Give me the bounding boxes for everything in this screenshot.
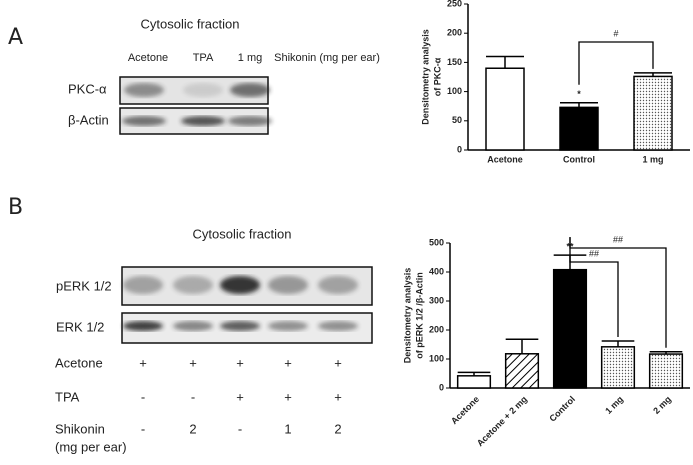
treatment-label: Shikonin: [55, 421, 105, 436]
bracket: [569, 237, 667, 348]
treatment-mark: 2: [189, 421, 196, 436]
treatment-mark: -: [141, 421, 145, 436]
blot-band: [318, 321, 358, 331]
blot-band: [122, 116, 166, 126]
y-tick-label: 0: [439, 382, 444, 392]
row-label: pERK 1/2: [56, 278, 112, 293]
bracket: [578, 41, 654, 85]
treatment-label: Acetone: [55, 355, 103, 370]
treatment-mark: +: [236, 389, 244, 404]
panel-letter: B: [8, 195, 23, 220]
bracket: [569, 237, 619, 338]
treatment-mark: +: [284, 389, 292, 404]
x-tick-label: Acetone + 2 mg: [475, 394, 529, 448]
y-axis-label: of pERK 1/2 /β-Actin: [414, 272, 424, 359]
y-tick-label: 0: [457, 144, 462, 154]
treatment-mark: +: [189, 355, 197, 370]
y-tick-label: 250: [447, 0, 462, 8]
blot-band: [123, 276, 163, 294]
blot-band: [173, 321, 213, 331]
x-tick-label: Acetone: [449, 394, 481, 426]
bar: [600, 346, 636, 389]
significance-mark: ##: [613, 234, 623, 244]
y-tick-label: 50: [452, 115, 462, 125]
y-axis-label: Densitometry analysis: [420, 29, 430, 125]
blot-band: [123, 321, 163, 331]
row-label: β-Actin: [68, 112, 109, 127]
treatment-mark: +: [334, 355, 342, 370]
bar: [559, 106, 599, 151]
bar: [456, 375, 492, 389]
bar: [504, 353, 540, 389]
blot-band: [228, 116, 272, 126]
treatment-label: (mg per ear): [55, 439, 127, 454]
blot-band: [124, 83, 164, 97]
blot-heading: Cytosolic fraction: [193, 226, 292, 241]
y-axis-label: Densitometry analysis: [402, 268, 412, 364]
treatment-mark: +: [139, 355, 147, 370]
row-label: PKC-α: [68, 81, 107, 96]
blot-band: [268, 321, 308, 331]
y-tick-label: 200: [447, 28, 462, 38]
treatment-mark: -: [191, 389, 195, 404]
y-tick-label: 500: [429, 237, 444, 247]
blot-band: [220, 321, 260, 331]
y-tick-label: 100: [429, 353, 444, 363]
significance-mark: ##: [589, 248, 599, 258]
treatment-mark: +: [334, 389, 342, 404]
lane-label: 1 mg: [238, 52, 262, 64]
bar: [633, 75, 673, 151]
bar: [648, 353, 684, 389]
lane-label: Acetone: [128, 52, 168, 64]
significance-mark: #: [613, 28, 618, 38]
bar: [552, 268, 588, 389]
treatment-label: TPA: [55, 389, 80, 404]
blot-band: [230, 83, 270, 97]
treatment-mark: +: [236, 355, 244, 370]
x-tick-label: 1 mg: [603, 394, 625, 416]
blots: [119, 76, 373, 344]
row-label: ERK 1/2: [56, 319, 104, 334]
y-tick-label: 400: [429, 266, 444, 276]
significance-mark: *: [577, 89, 581, 99]
treatment-mark: -: [238, 421, 242, 436]
blot-band: [183, 83, 223, 97]
lane-caption: Shikonin (mg per ear): [274, 52, 380, 64]
blot-band: [268, 276, 308, 294]
blot-band: [318, 276, 358, 294]
x-tick-label: Control: [547, 394, 577, 424]
y-tick-label: 300: [429, 295, 444, 305]
x-tick-label: Acetone: [487, 154, 523, 164]
x-tick-label: Control: [563, 154, 595, 164]
treatment-mark: +: [284, 355, 292, 370]
blot-band: [220, 276, 260, 294]
treatment-mark: 2: [334, 421, 341, 436]
treatment-mark: 1: [284, 421, 291, 436]
blot-band: [173, 276, 213, 294]
x-tick-label: 1 mg: [642, 154, 663, 164]
y-tick-label: 100: [447, 86, 462, 96]
bar: [485, 67, 525, 151]
blot-heading: Cytosolic fraction: [141, 16, 240, 31]
y-tick-label: 150: [447, 57, 462, 67]
lane-label: TPA: [193, 52, 214, 64]
y-tick-label: 200: [429, 324, 444, 334]
y-axis-label: of PKC-α: [432, 57, 442, 96]
treatment-mark: -: [141, 389, 145, 404]
panel-letter: A: [8, 25, 23, 50]
blot-band: [181, 116, 225, 126]
x-tick-label: 2 mg: [651, 394, 673, 416]
